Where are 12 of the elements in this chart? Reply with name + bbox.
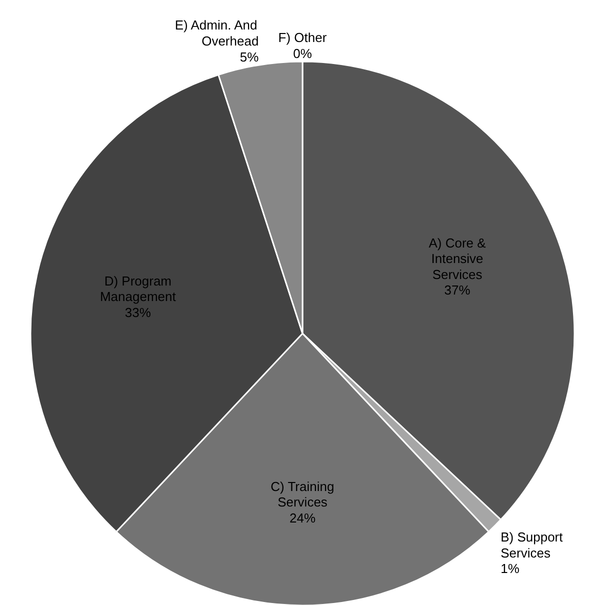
category-label: F) Other — [278, 30, 327, 46]
slice-label: D) Program Management — [100, 273, 176, 304]
data-label: 37% — [444, 282, 471, 298]
text: 0% — [293, 46, 312, 61]
data-label: 33% — [124, 304, 152, 320]
slice-label: C) Training Services — [270, 478, 334, 510]
data-label: 24% — [289, 510, 316, 526]
slice-label: A) Core & Intensive Services — [428, 235, 486, 282]
slice-label: E) Admin. And Overhead — [174, 18, 259, 49]
data-label: 5% — [240, 49, 260, 64]
data-label: 1% — [500, 561, 520, 576]
slice-label: B) Support Services — [500, 530, 564, 560]
